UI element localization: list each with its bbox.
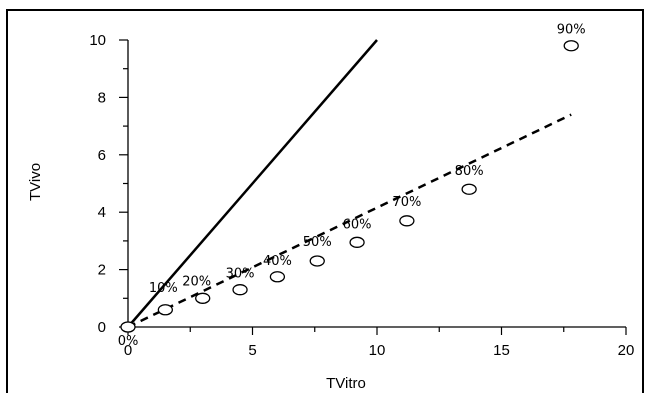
point-label: 60% [343, 217, 372, 232]
reference-lines [127, 39, 572, 329]
data-point [399, 215, 415, 227]
axes: 0 5 10 15 20 0 2 4 6 8 10 [89, 32, 634, 359]
data-points [120, 40, 579, 333]
data-point [232, 284, 248, 296]
data-point [157, 304, 174, 316]
data-point [269, 271, 286, 283]
data-point [563, 40, 579, 52]
data-point [120, 321, 136, 333]
data-point [195, 292, 211, 304]
point-label: 50% [303, 235, 332, 250]
y-tick-label: 8 [98, 89, 106, 106]
data-point [461, 183, 477, 195]
x-axis-title: TVitro [326, 375, 366, 392]
dashed-fit-line [127, 113, 572, 329]
x-tick-label: 20 [618, 342, 635, 359]
point-label: 30% [226, 267, 255, 282]
point-label: 80% [455, 164, 484, 179]
x-tick-label: 5 [248, 342, 256, 359]
point-label: 0% [118, 334, 139, 349]
point-label: 10% [149, 281, 178, 296]
point-labels: 0% 10% 20% 30% 40% 50% 60% 70% 80% 90% [118, 23, 586, 349]
y-tick-label: 6 [98, 147, 106, 164]
point-label: 20% [182, 274, 211, 289]
x-tick-label: 15 [493, 342, 510, 359]
data-point [349, 236, 365, 248]
y-axis-title: TVivo [27, 163, 44, 201]
identity-line [127, 39, 378, 328]
point-label: 70% [392, 195, 421, 210]
x-tick-label: 0 [124, 342, 132, 359]
y-tick-label: 0 [98, 319, 106, 336]
chart-frame [6, 9, 644, 393]
point-label: 90% [557, 23, 586, 38]
data-point [309, 255, 325, 267]
point-label: 40% [263, 254, 292, 269]
y-tick-label: 10 [89, 32, 106, 49]
y-tick-label: 2 [98, 262, 106, 279]
x-tick-label: 10 [369, 342, 386, 359]
y-tick-label: 4 [98, 204, 106, 221]
